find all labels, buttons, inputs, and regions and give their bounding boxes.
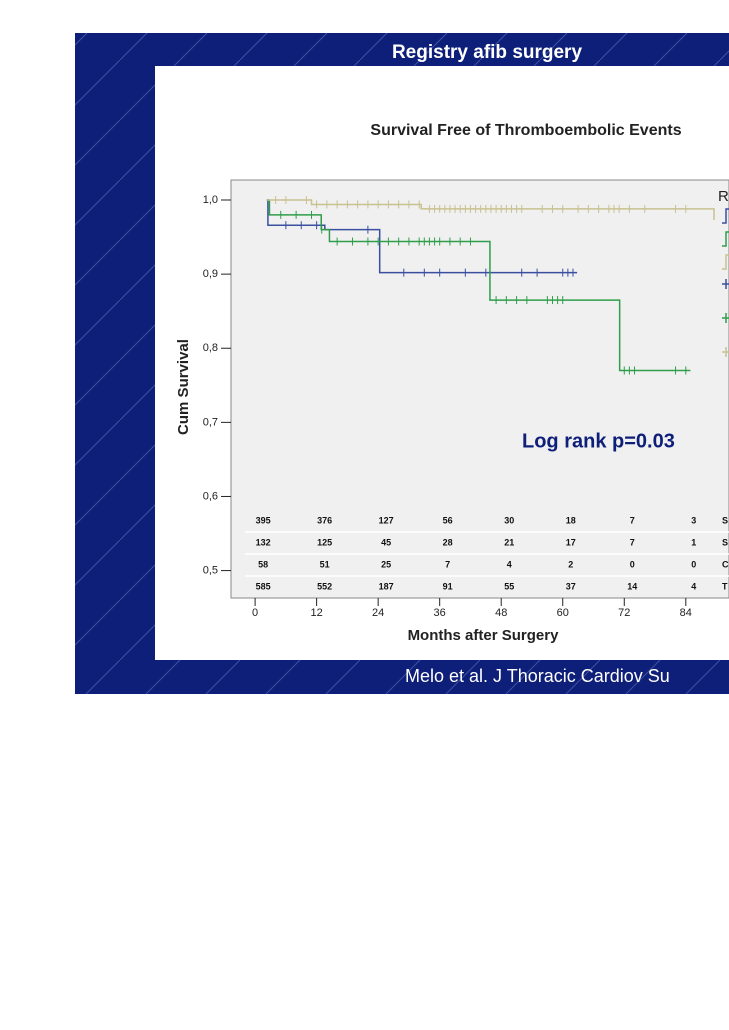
risk-count: 58 — [258, 559, 268, 569]
risk-count: 1 — [691, 537, 696, 547]
x-axis-label: Months after Surgery — [408, 627, 560, 644]
risk-count: 45 — [381, 537, 391, 547]
legend-line — [722, 231, 729, 247]
y-tick-label: 0,6 — [203, 490, 218, 502]
risk-count: 125 — [317, 537, 332, 547]
risk-count: 7 — [630, 515, 635, 525]
risk-count: 17 — [566, 537, 576, 547]
legend-title: R — [718, 188, 729, 205]
x-tick-label: 36 — [434, 607, 446, 619]
x-tick-label: 24 — [372, 607, 384, 619]
risk-count: 56 — [443, 515, 453, 525]
y-tick-label: 1,0 — [203, 194, 218, 206]
risk-count: 0 — [630, 559, 635, 569]
plot-area — [230, 179, 729, 599]
legend-censor — [722, 313, 729, 323]
risk-count: 585 — [256, 581, 271, 591]
y-tick-label: 0,8 — [203, 342, 218, 354]
risk-count: 91 — [443, 581, 453, 591]
risk-count: 187 — [379, 581, 394, 591]
survival-curve — [266, 199, 691, 372]
y-tick-label: 0,7 — [203, 416, 218, 428]
y-tick-label: 0,9 — [203, 268, 218, 280]
legend-line — [722, 208, 729, 224]
y-axis-label: Cum Survival — [175, 339, 192, 435]
risk-count: 55 — [504, 581, 514, 591]
risk-count: 0 — [691, 559, 696, 569]
chart-title: Survival Free of Thromboembolic Events — [370, 122, 681, 139]
annotation: Log rank p=0.03 — [522, 430, 675, 452]
risk-row-label: C — [722, 559, 729, 569]
risk-row-label: T — [722, 581, 728, 591]
risk-count: 28 — [443, 537, 453, 547]
y-tick-label: 0,5 — [203, 564, 218, 576]
risk-count: 2 — [568, 559, 573, 569]
risk-count: 30 — [504, 515, 514, 525]
slide-title: Registry afib surgery — [392, 42, 582, 63]
risk-row-label: S — [722, 537, 728, 547]
risk-count: 127 — [379, 515, 394, 525]
risk-count: 395 — [256, 515, 271, 525]
citation: Melo et al. J Thoracic Cardiov Su — [405, 666, 670, 686]
risk-row-label: S — [722, 515, 728, 525]
risk-count: 37 — [566, 581, 576, 591]
risk-count: 18 — [566, 515, 576, 525]
risk-count: 132 — [256, 537, 271, 547]
risk-count: 3 — [691, 515, 696, 525]
risk-count: 7 — [630, 537, 635, 547]
legend-line — [722, 254, 729, 270]
risk-count: 51 — [320, 559, 330, 569]
risk-count: 14 — [627, 581, 637, 591]
survival-curve — [266, 199, 578, 274]
x-tick-label: 84 — [680, 607, 692, 619]
x-tick-label: 48 — [495, 607, 507, 619]
risk-count: 7 — [445, 559, 450, 569]
x-tick-label: 60 — [557, 607, 569, 619]
survival-curve — [266, 199, 715, 221]
x-tick-label: 12 — [311, 607, 323, 619]
risk-count: 25 — [381, 559, 391, 569]
risk-count: 4 — [507, 559, 512, 569]
risk-count: 21 — [504, 537, 514, 547]
risk-count: 4 — [691, 581, 696, 591]
legend-censor — [722, 279, 729, 289]
legend-censor — [722, 347, 729, 357]
risk-count: 552 — [317, 581, 332, 591]
risk-count: 376 — [317, 515, 332, 525]
x-tick-label: 0 — [252, 607, 258, 619]
x-tick-label: 72 — [618, 607, 630, 619]
